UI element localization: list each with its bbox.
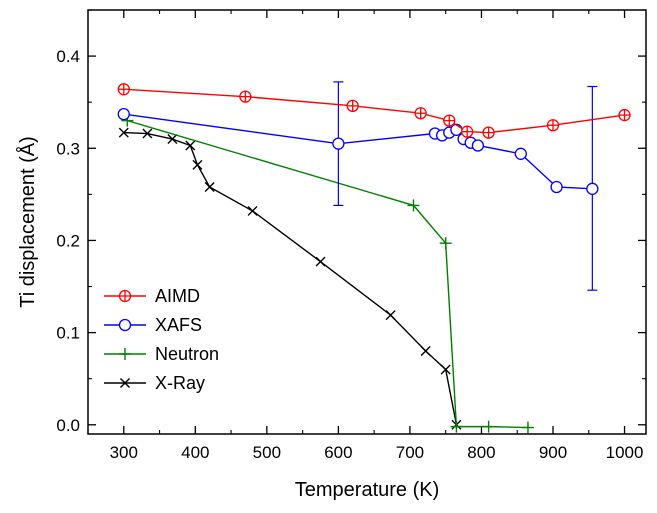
- data-point-aimd: [117, 83, 130, 96]
- y-tick-label: 0.3: [56, 139, 80, 158]
- data-point-neutron: [439, 237, 452, 250]
- x-tick-label: 800: [467, 443, 495, 462]
- x-tick-label: 400: [181, 443, 209, 462]
- marker-diag2: [315, 256, 326, 267]
- series-neutron: [121, 114, 534, 434]
- marker-diag2: [185, 140, 196, 151]
- x-tick-label: 1000: [606, 443, 644, 462]
- data-point-aimd: [346, 99, 359, 113]
- marker-diag2: [440, 364, 451, 375]
- x-tick-label: 300: [110, 443, 138, 462]
- data-point-aimd: [239, 90, 252, 103]
- legend-marker: [118, 289, 132, 303]
- marker-circle: [450, 123, 463, 136]
- data-point-xafs: [450, 123, 463, 136]
- marker-diag2: [142, 128, 153, 139]
- data-point-x-ray: [385, 310, 396, 321]
- legend-label: Neutron: [155, 344, 219, 364]
- x-tick-label: 700: [396, 443, 424, 462]
- marker-diag2: [192, 159, 203, 170]
- data-point-neutron: [407, 199, 420, 212]
- series-aimd: [117, 83, 631, 139]
- data-point-xafs: [586, 182, 599, 195]
- axes: 300 400 500 600 700 800 900 1000 0.0 0.1 0.2 0.3 0.4: [56, 9, 647, 462]
- legend-item-xafs: XAFS: [104, 315, 202, 335]
- marker-circle: [471, 139, 485, 152]
- x-tick-label: 500: [253, 443, 281, 462]
- marker-diag2: [204, 181, 215, 192]
- legend: AIMD XAFS Neutron X-Ray: [104, 286, 219, 393]
- marker-circle: [118, 318, 132, 332]
- data-point-x-ray: [118, 127, 129, 138]
- legend-label: AIMD: [155, 286, 200, 306]
- legend-marker: [118, 318, 132, 332]
- data-point-xafs: [471, 139, 485, 152]
- data-point-x-ray: [204, 181, 215, 192]
- data-point-x-ray: [315, 256, 326, 267]
- data-point-xafs: [514, 147, 527, 160]
- legend-label: XAFS: [155, 315, 202, 335]
- y-tick-label: 0.4: [56, 47, 80, 66]
- data-point-x-ray: [142, 128, 153, 139]
- legend-item-aimd: AIMD: [104, 286, 200, 306]
- marker-diag2: [167, 134, 178, 145]
- marker-diag2: [247, 205, 258, 216]
- data-point-neutron: [482, 420, 495, 433]
- plot-frame: [87, 9, 647, 435]
- marker-diag2: [420, 346, 431, 357]
- legend-marker: [120, 378, 130, 388]
- y-tick-label: 0.0: [56, 416, 80, 435]
- data-point-neutron: [450, 420, 463, 433]
- x-tick-label: 900: [539, 443, 567, 462]
- legend-marker: [119, 348, 131, 360]
- data-point-x-ray: [167, 134, 178, 145]
- data-point-neutron: [521, 421, 534, 434]
- legend-item-neutron: Neutron: [104, 344, 219, 364]
- series-xafs: [117, 81, 599, 291]
- data-point-x-ray: [440, 364, 451, 375]
- marker-diag2: [385, 310, 396, 321]
- data-point-x-ray: [247, 205, 258, 216]
- marker-diag2: [120, 378, 130, 388]
- data-point-xafs: [117, 108, 130, 121]
- data-point-x-ray: [420, 346, 431, 357]
- series-x-ray: [118, 127, 462, 430]
- marker-circle: [332, 137, 345, 150]
- data-point-aimd: [443, 114, 456, 127]
- data-point-aimd: [546, 119, 560, 132]
- data-point-aimd: [618, 108, 631, 122]
- marker-circle: [586, 182, 599, 195]
- data-point-xafs: [332, 137, 345, 150]
- marker-circle: [514, 147, 527, 160]
- data-point-x-ray: [185, 140, 196, 151]
- y-tick-label: 0.2: [56, 231, 80, 250]
- marker-circle: [550, 180, 563, 194]
- data-point-xafs: [550, 180, 563, 194]
- marker-circle: [117, 108, 130, 121]
- marker-diag2: [118, 127, 129, 138]
- y-axis-title: Ti displacement (Å): [16, 136, 39, 308]
- data-point-aimd: [482, 126, 495, 139]
- data-point-x-ray: [192, 159, 203, 170]
- y-tick-label: 0.1: [56, 324, 80, 343]
- series-line-neutron: [127, 119, 528, 429]
- legend-label: X-Ray: [155, 373, 205, 393]
- series-layer: [117, 81, 631, 434]
- data-point-aimd: [461, 125, 474, 138]
- x-axis-title: Temperature (K): [295, 479, 440, 501]
- legend-item-x-ray: X-Ray: [104, 373, 205, 393]
- data-point-aimd: [414, 107, 427, 120]
- x-tick-label: 600: [324, 443, 352, 462]
